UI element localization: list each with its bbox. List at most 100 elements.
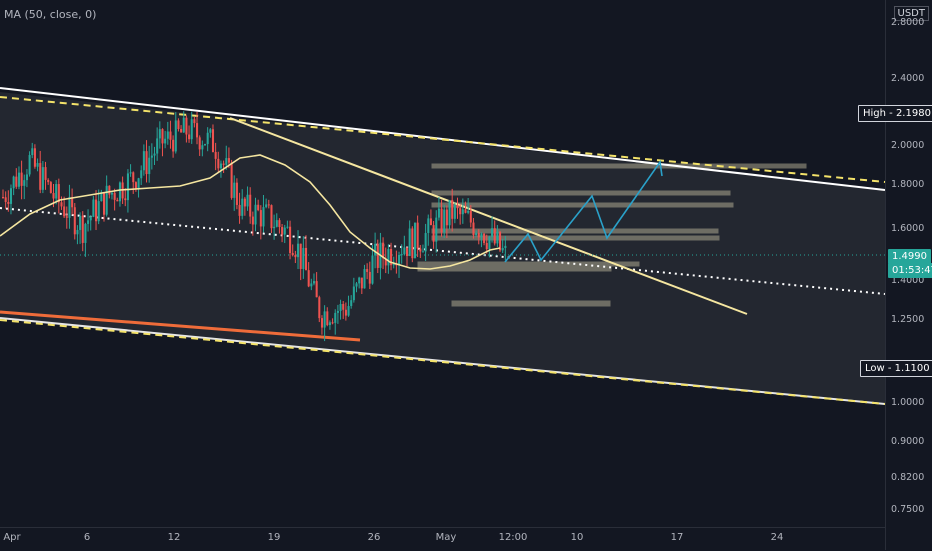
candle-body xyxy=(318,297,321,319)
price-tick: 1.0000 xyxy=(891,397,925,408)
candle-body xyxy=(403,247,406,255)
time-tick: 19 xyxy=(267,532,281,543)
candle-body xyxy=(480,233,483,238)
candle-body xyxy=(52,192,55,199)
candle-body xyxy=(421,251,425,253)
candle-body xyxy=(467,210,470,213)
candle-body xyxy=(475,232,478,235)
candle-body xyxy=(158,129,161,139)
candle-body xyxy=(60,202,63,207)
candle-body xyxy=(416,222,419,249)
price-tick: 1.4000 xyxy=(891,275,925,286)
candle-body xyxy=(73,207,76,235)
candle-body xyxy=(358,277,361,284)
candle-body xyxy=(336,310,339,313)
candle-body xyxy=(275,220,278,227)
descending-trendline xyxy=(229,117,748,315)
time-tick: 12 xyxy=(167,532,181,543)
candle-body xyxy=(68,197,71,218)
target-zone xyxy=(431,190,731,196)
candle-body xyxy=(23,180,26,186)
candle-body xyxy=(92,199,95,217)
candle-body xyxy=(33,148,36,167)
candle-body xyxy=(12,176,15,189)
candle-body xyxy=(134,182,137,190)
candle-body xyxy=(49,182,52,193)
candle-body xyxy=(390,249,393,266)
target-zone xyxy=(451,300,611,307)
candle-body xyxy=(334,312,337,323)
candle-body xyxy=(491,228,494,237)
time-axis[interactable]: Apr 6 12 19 26 May 12:00 10 17 24 xyxy=(0,527,885,551)
candle-body xyxy=(437,208,440,218)
candle-body xyxy=(129,172,132,174)
candle-body xyxy=(408,228,411,256)
candle-body xyxy=(249,194,252,217)
candle-body xyxy=(456,204,459,209)
time-tick: Apr xyxy=(3,532,21,543)
current-price-tag: 1.4990 xyxy=(888,249,931,264)
candle-body xyxy=(116,199,119,202)
candle-body xyxy=(227,158,230,163)
channel-mid-dotted-line xyxy=(0,207,885,295)
candle-body xyxy=(432,225,435,242)
candle-body xyxy=(81,215,84,243)
candle-body xyxy=(161,129,164,144)
candle-body xyxy=(411,228,414,259)
candle-body xyxy=(289,226,292,253)
candle-body xyxy=(384,258,387,266)
candle-body xyxy=(305,247,308,271)
chart-area[interactable]: MA (50, close, 0) xyxy=(0,0,885,527)
candle-body xyxy=(267,204,270,206)
candle-body xyxy=(483,233,486,243)
chart-canvas[interactable] xyxy=(0,0,885,527)
currency-label[interactable]: USDT xyxy=(893,6,929,21)
candle-body xyxy=(246,194,249,207)
candle-body xyxy=(398,255,401,266)
candle-body xyxy=(347,305,350,316)
candle-body xyxy=(331,322,334,324)
candle-body xyxy=(95,199,98,222)
candle-body xyxy=(17,172,21,187)
candle-body xyxy=(464,209,467,213)
candle-body xyxy=(2,197,5,198)
candle-body xyxy=(206,132,209,145)
candle-body xyxy=(124,198,127,201)
indicator-label[interactable]: MA (50, close, 0) xyxy=(4,8,97,21)
candle-body xyxy=(448,199,451,226)
candle-body xyxy=(360,277,363,289)
candle-body xyxy=(126,173,129,201)
candle-body xyxy=(172,139,175,152)
candle-body xyxy=(113,192,116,200)
candle-body xyxy=(209,129,212,133)
candle-body xyxy=(270,205,273,229)
candle-body xyxy=(320,318,324,328)
candle-body xyxy=(166,131,169,139)
candle-body xyxy=(350,300,353,306)
candle-body xyxy=(323,311,326,328)
candle-body xyxy=(499,231,502,251)
candle-body xyxy=(445,209,448,226)
candle-body xyxy=(501,248,504,251)
price-tick: 1.2500 xyxy=(891,314,925,325)
projection-path xyxy=(504,159,663,263)
candle-body xyxy=(493,228,496,244)
candle-body xyxy=(257,204,260,211)
candle-body xyxy=(100,192,103,202)
price-tick: 2.4000 xyxy=(891,73,925,84)
candle-body xyxy=(182,117,185,133)
candle-body xyxy=(7,201,10,204)
channel-upper-dashed-line xyxy=(0,96,885,183)
candle-body xyxy=(25,174,28,181)
candle-body xyxy=(315,281,318,298)
target-zone xyxy=(431,163,807,169)
candle-body xyxy=(164,138,167,144)
candle-body xyxy=(278,220,281,228)
candle-body xyxy=(44,167,47,180)
candle-body xyxy=(342,303,345,310)
candle-body xyxy=(211,129,215,153)
time-tick: 6 xyxy=(83,532,91,543)
target-zone xyxy=(417,261,640,267)
candle-body xyxy=(15,176,18,187)
candle-body xyxy=(326,311,329,326)
